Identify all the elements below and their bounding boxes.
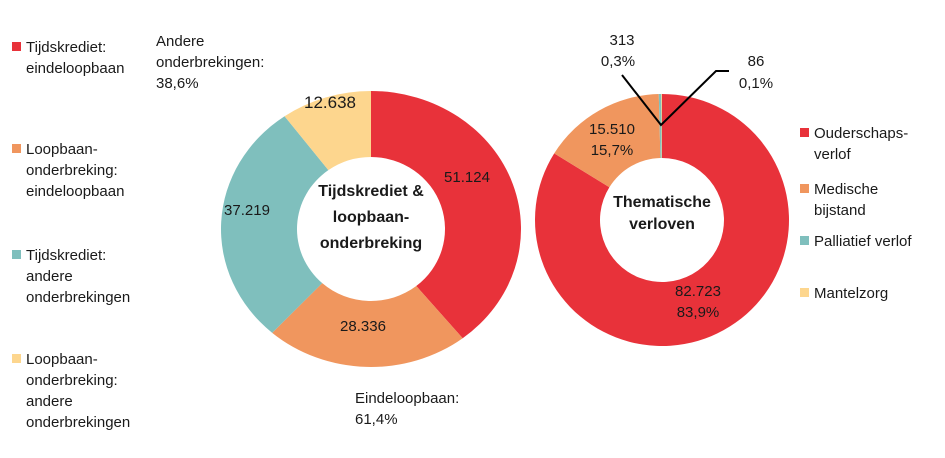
right-legend-item-swatch	[800, 184, 809, 193]
left-legend-item-label: onderbrekingen	[26, 289, 130, 306]
left-donut-title: Tijdskrediet &	[318, 183, 424, 200]
left-donut-title: loopbaan-	[333, 209, 409, 226]
right-donut-slice-3	[661, 94, 662, 159]
right-percent-label: 0,3%	[601, 53, 635, 70]
left-legend-item-label: Loopbaan-	[26, 141, 98, 158]
leader-line	[621, 70, 729, 127]
right-legend-item-swatch	[800, 128, 809, 137]
right-legend-item-label: bijstand	[814, 202, 866, 219]
left-value-label: 51.124	[444, 169, 490, 186]
left-value-label: 28.336	[340, 318, 386, 335]
right-legend-item-label: verlof	[814, 146, 852, 163]
left-donut-title: onderbreking	[320, 235, 422, 252]
right-donut-slice-1	[554, 94, 661, 188]
annotation-eindeloopbaan: Eindeloopbaan:	[355, 390, 459, 407]
left-legend-item-label: andere	[26, 268, 73, 285]
right-donut-slice-2	[658, 94, 662, 159]
right-value-label: 313	[609, 32, 634, 49]
left-legend-item-label: eindeloopbaan	[26, 60, 124, 77]
right-legend-item-label: Palliatief verlof	[814, 233, 912, 250]
left-legend-item-label: onderbreking:	[26, 162, 118, 179]
annotation-andere: 38,6%	[156, 75, 199, 92]
right-legend-item-label: Ouderschaps-	[814, 125, 908, 142]
annotation-eindeloopbaan: 61,4%	[355, 411, 398, 428]
left-legend-item-label: onderbreking:	[26, 372, 118, 389]
left-value-label: 37.219	[224, 202, 270, 219]
left-legend-item-label: andere	[26, 393, 73, 410]
right-value-label: 86	[748, 53, 765, 70]
left-donut-slice-0	[371, 90, 522, 339]
left-legend-item-swatch	[12, 250, 21, 259]
left-legend-item-swatch	[12, 354, 21, 363]
left-donut-slice-1	[272, 283, 463, 367]
right-donut-title: verloven	[629, 216, 695, 233]
left-legend-item-swatch	[12, 42, 21, 51]
left-value-label: 12.638	[304, 93, 356, 112]
right-percent-label: 15,7%	[591, 142, 634, 159]
left-legend-item-swatch	[12, 144, 21, 153]
right-percent-label: 83,9%	[677, 304, 720, 321]
right-percent-label: 0,1%	[739, 75, 773, 92]
left-legend-item-label: eindeloopbaan	[26, 183, 124, 200]
right-donut-slice-0	[535, 94, 790, 347]
left-legend-item-label: onderbrekingen	[26, 414, 130, 431]
annotation-andere: onderbrekingen:	[156, 54, 264, 71]
right-value-label: 15.510	[589, 121, 635, 138]
left-legend-item-label: Loopbaan-	[26, 351, 98, 368]
right-legend-item-label: Mantelzorg	[814, 285, 888, 302]
right-legend-item-swatch	[800, 288, 809, 297]
right-value-label: 82.723	[675, 283, 721, 300]
annotation-andere: Andere	[156, 33, 204, 50]
right-donut-title: Thematische	[613, 194, 711, 211]
left-donut-slice-3	[284, 91, 371, 171]
left-donut-slice-2	[221, 116, 329, 333]
right-legend-item-swatch	[800, 236, 809, 245]
right-legend-item-label: Medische	[814, 181, 878, 198]
left-legend-item-label: Tijdskrediet:	[26, 39, 106, 56]
left-legend-item-label: Tijdskrediet:	[26, 247, 106, 264]
